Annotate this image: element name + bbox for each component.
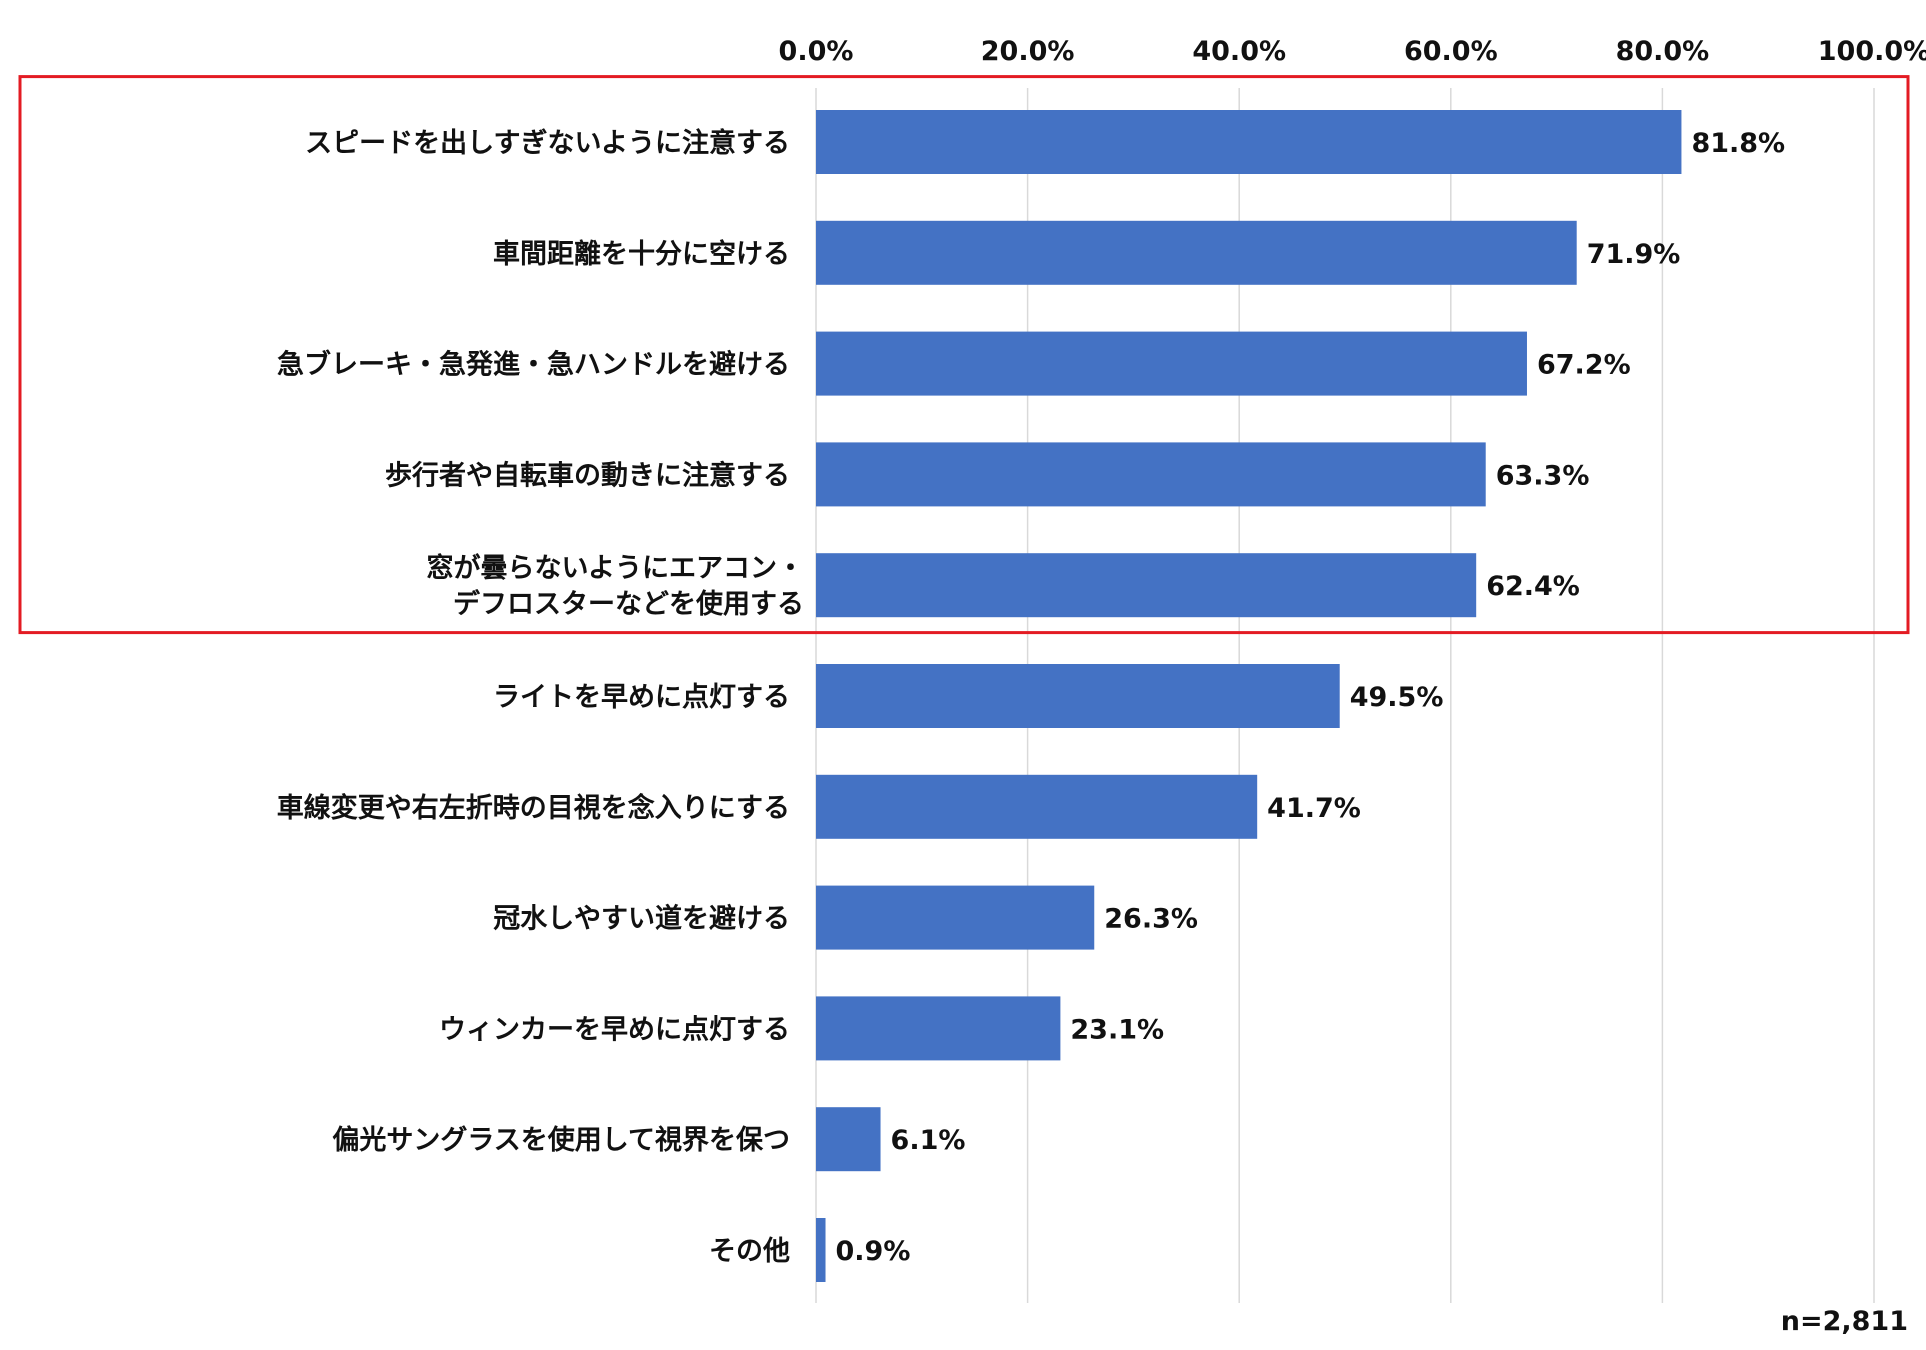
value-label: 0.9% xyxy=(836,1236,911,1267)
bar xyxy=(816,220,1577,285)
highlight-box xyxy=(18,75,1910,635)
category-labels: スピードを出しすぎないように注意する車間距離を十分に空ける急ブレーキ・急発進・急… xyxy=(277,127,804,1267)
value-label: 49.5% xyxy=(1350,682,1444,713)
bar xyxy=(816,996,1061,1061)
bar xyxy=(816,110,1682,174)
value-label: 41.7% xyxy=(1267,793,1361,824)
sample-size-note: n=2,811 xyxy=(1781,1306,1908,1337)
category-label: ライトを早めに点灯する xyxy=(493,682,790,713)
category-label: デフロスターなどを使用する xyxy=(453,588,804,620)
value-label: 26.3% xyxy=(1104,904,1198,935)
bar xyxy=(816,442,1486,507)
bars xyxy=(816,110,1682,1282)
x-axis-ticks: 0.0% 20.0% 40.0% 60.0% 80.0% 100.0% xyxy=(779,36,1926,67)
bar xyxy=(816,1107,881,1172)
bar xyxy=(816,331,1527,396)
category-label: スピードを出しすぎないように注意する xyxy=(305,127,790,159)
value-label: 62.4% xyxy=(1486,571,1580,602)
value-label: 81.8% xyxy=(1691,128,1785,159)
category-label: その他 xyxy=(709,1236,790,1267)
bar xyxy=(816,664,1340,728)
x-tick-label: 0.0% xyxy=(779,36,854,67)
value-label: 63.3% xyxy=(1496,460,1590,491)
value-label: 71.9% xyxy=(1587,239,1681,270)
category-label: 歩行者や自転車の動きに注意する xyxy=(385,459,790,491)
category-label: 急ブレーキ・急発進・急ハンドルを避ける xyxy=(277,349,790,381)
category-label: ウィンカーを早めに点灯する xyxy=(439,1014,790,1045)
bar xyxy=(816,1218,826,1282)
value-label: 67.2% xyxy=(1537,350,1631,381)
x-tick-label: 80.0% xyxy=(1616,36,1710,67)
value-label: 23.1% xyxy=(1070,1014,1164,1045)
category-label: 冠水しやすい道を避ける xyxy=(493,903,790,935)
bar xyxy=(816,774,1258,839)
bar xyxy=(816,885,1095,950)
x-tick-label: 20.0% xyxy=(981,36,1075,67)
x-tick-label: 100.0% xyxy=(1818,36,1926,67)
x-tick-label: 60.0% xyxy=(1404,36,1498,67)
category-label: 窓が曇らないようにエアコン・ xyxy=(427,552,804,584)
x-tick-label: 40.0% xyxy=(1192,36,1286,67)
category-label: 車線変更や右左折時の目視を念入りにする xyxy=(277,792,790,824)
value-labels: 81.8% 71.9% 67.2% 63.3% 62.4% 49.5% 41.7% 26.3%… xyxy=(836,128,1786,1267)
value-label: 6.1% xyxy=(891,1125,966,1156)
category-label: 車間距離を十分に空ける xyxy=(493,238,790,270)
category-label: 偏光サングラスを使用して視界を保つ xyxy=(332,1124,790,1156)
bar xyxy=(816,553,1477,618)
